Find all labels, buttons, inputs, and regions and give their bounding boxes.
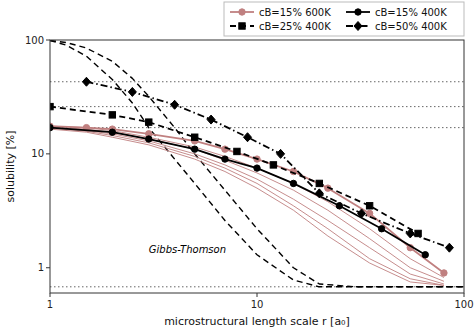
point	[146, 119, 152, 125]
series-line	[50, 107, 418, 234]
point	[128, 87, 136, 96]
tick-label: 100	[25, 35, 44, 46]
series-line	[86, 82, 449, 248]
reference-line	[50, 106, 464, 107]
chart: 1 10 100 1 10 100 microstructural length scale…	[0, 0, 474, 333]
legend-box	[224, 2, 464, 36]
tick	[50, 293, 51, 297]
point	[254, 165, 260, 171]
curve-line	[50, 129, 444, 285]
tick	[46, 267, 50, 268]
point	[270, 162, 276, 168]
tick	[464, 293, 465, 297]
background	[0, 0, 474, 333]
series-line	[50, 128, 425, 255]
point	[277, 149, 285, 158]
point	[244, 133, 252, 142]
point	[445, 243, 453, 252]
reference-line	[50, 81, 464, 82]
legend-marker	[239, 9, 245, 15]
curve-line	[50, 128, 444, 285]
point	[441, 270, 447, 276]
tick-label: 1	[38, 262, 44, 273]
point	[366, 210, 372, 216]
tick-label: 10	[31, 148, 44, 159]
point	[315, 189, 323, 198]
legend: cB=15% 600K cB=15% 400K cB=25% 400K cB=50% …	[224, 2, 464, 36]
point	[146, 136, 152, 142]
point	[378, 226, 384, 232]
point	[358, 209, 366, 218]
point	[316, 180, 322, 186]
point	[191, 146, 197, 152]
x-axis-label: microstructural length scale r [a₀]	[164, 315, 350, 328]
point	[422, 252, 428, 258]
tick	[46, 40, 50, 41]
point	[234, 148, 240, 154]
tick-label: 1	[47, 299, 53, 310]
point	[366, 203, 372, 209]
curve-line	[50, 127, 444, 281]
point	[109, 112, 115, 118]
series-line	[50, 126, 444, 273]
point	[171, 100, 179, 109]
curve-line	[50, 41, 464, 287]
tick-label: 10	[251, 299, 264, 310]
legend-label: cB=15% 400K	[375, 7, 447, 18]
legend-marker	[354, 22, 362, 31]
y-axis-label: solubility [%]	[4, 131, 17, 203]
legend-label: cB=25% 400K	[259, 21, 331, 32]
legend-label: cB=15% 600K	[259, 7, 331, 18]
point	[222, 156, 228, 162]
point	[290, 180, 296, 186]
point	[82, 77, 90, 86]
tick-label: 100	[454, 299, 473, 310]
annotation: Gibbs-Thomson	[149, 244, 226, 255]
plot-area	[50, 41, 464, 287]
legend-marker	[239, 23, 245, 29]
tick	[257, 293, 258, 297]
point	[191, 134, 197, 140]
point	[207, 115, 215, 124]
plot-frame	[50, 40, 464, 293]
curve-line	[50, 128, 444, 284]
tick	[46, 153, 50, 154]
legend-marker	[355, 9, 361, 15]
curve-line	[50, 126, 444, 277]
point	[109, 129, 115, 135]
curve-line	[50, 41, 464, 287]
legend-label: cB=50% 400K	[375, 21, 447, 32]
point	[406, 229, 414, 238]
